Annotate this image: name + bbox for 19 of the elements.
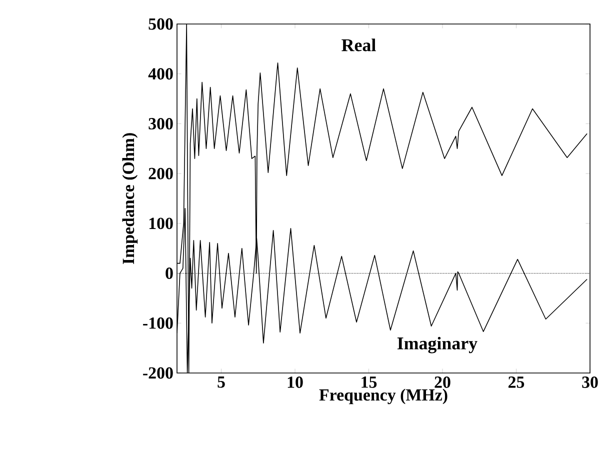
x-tick-label: 10: [288, 376, 303, 388]
y-tick-label: 200: [148, 168, 173, 180]
y-tick-label: 0: [166, 268, 173, 279]
y-tick-label: -100: [143, 317, 173, 329]
x-tick-label: 30: [582, 376, 598, 388]
line-series: [177, 24, 588, 373]
y-tick-label: 400: [148, 68, 173, 80]
y-tick-label: -200: [143, 367, 173, 379]
x-tick-label: 20: [434, 376, 450, 388]
series-label: Imaginary: [397, 336, 478, 354]
y-tick-label: 500: [148, 18, 173, 30]
y-tick-label: 300: [148, 118, 173, 130]
y-tick-label: 100: [149, 218, 173, 230]
y-axis-title: Impedance (Ohm): [122, 133, 138, 264]
text: Real: [342, 38, 376, 52]
x-tick-label: 15: [362, 376, 377, 388]
x-axis-title: Frequency (MHz): [319, 388, 448, 404]
x-tick-label: 5: [218, 376, 225, 388]
x-tick-label: 25: [508, 376, 524, 388]
